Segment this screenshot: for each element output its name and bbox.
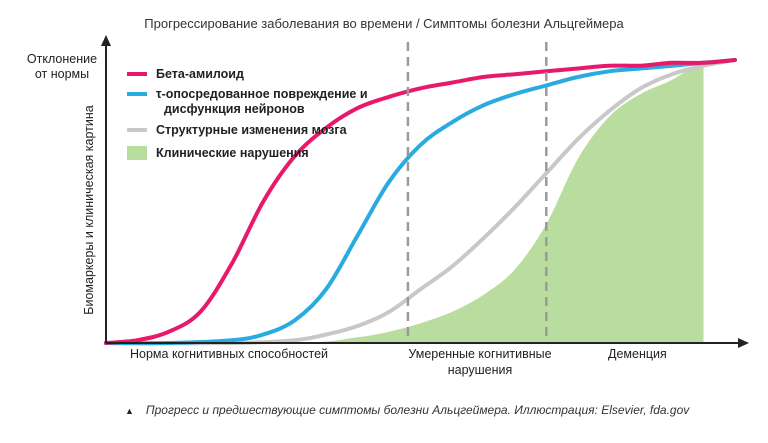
y-axis-arrow-icon: [101, 35, 111, 46]
caption-text: Прогресс и предшествующие симптомы болез…: [145, 403, 690, 417]
legend-label: τ-опосредованное повреждение и дисфункция…: [156, 87, 368, 116]
series-line-structural: [104, 58, 737, 346]
legend-label: Структурные изменения мозга: [156, 123, 348, 137]
lines-layer: [104, 58, 737, 346]
y-axis-top-label: Отклонение от нормы: [26, 52, 98, 81]
legend-label: Бета-амилоид: [156, 67, 244, 81]
series-line-amyloid: [104, 58, 737, 345]
axes: [101, 35, 749, 348]
chart-title: Прогрессирование заболевания во времени …: [144, 16, 624, 31]
legend-item-amyloid: Бета-амилоид: [127, 67, 244, 81]
legend-item-tau: τ-опосредованное повреждение и дисфункция…: [127, 87, 368, 116]
area-layer: [106, 60, 704, 344]
figure-caption: ▲ Прогресс и предшествующие симптомы боле…: [125, 403, 689, 417]
legend-swatch: [127, 146, 147, 160]
x-stage-label-normal: Норма когнитивных способностей: [130, 347, 329, 361]
x-stage-label-mci: Умеренные когнитивные нарушения: [408, 347, 552, 377]
series-line-tau: [104, 58, 737, 346]
triangle-icon: ▲: [125, 406, 134, 416]
legend-item-structural: Структурные изменения мозга: [127, 123, 348, 137]
legend-label: Клинические нарушения: [156, 146, 309, 160]
x-axis-arrow-icon: [738, 338, 749, 348]
stage-dividers: [406, 42, 548, 343]
series-area-clinical: [106, 60, 704, 344]
x-stage-label-dementia: Деменция: [608, 347, 667, 361]
legend-item-clinical: Клинические нарушения: [127, 146, 309, 160]
legend: Бета-амилоид τ-опосредованное повреждение…: [127, 67, 368, 160]
